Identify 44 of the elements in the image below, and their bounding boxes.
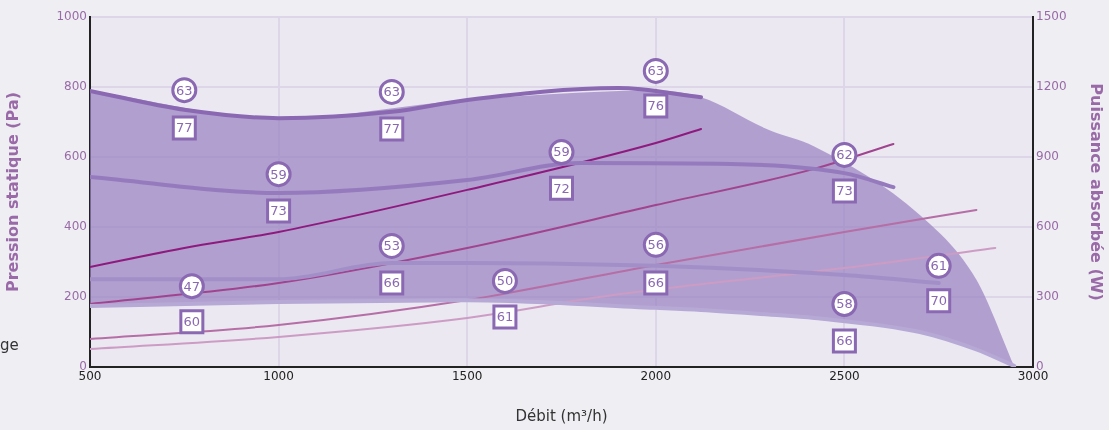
- y2-tick-label: 300: [1036, 289, 1059, 304]
- x-tick-label: 1000: [263, 369, 294, 384]
- text: ge: [0, 336, 19, 354]
- y-tick-label: 1000: [56, 9, 87, 24]
- annotation: 60: [183, 314, 201, 330]
- annotation: 72: [553, 180, 570, 196]
- annotation: 58: [836, 296, 853, 312]
- annotation: 73: [270, 203, 287, 219]
- x-tick-label: 3000: [1017, 369, 1049, 384]
- annotation: 70: [930, 293, 947, 309]
- x-axis-title: Débit (m³/h): [515, 406, 608, 425]
- annotation: 53: [383, 238, 401, 254]
- y2-tick-label: 1500: [1036, 9, 1067, 24]
- annotation: 59: [270, 166, 287, 182]
- annotation: 66: [647, 275, 665, 291]
- annotation: 73: [836, 183, 853, 199]
- x-tick-label: 2500: [829, 369, 860, 384]
- annotation: 77: [176, 120, 193, 136]
- annotation: 63: [383, 84, 401, 100]
- annotation: 66: [383, 275, 401, 291]
- y-tick-label: 800: [64, 79, 87, 94]
- x-tick-label: 1500: [451, 369, 483, 384]
- y2-axis-title: Puissance absorbée (W): [1087, 83, 1107, 301]
- annotation: 63: [647, 63, 665, 79]
- y-tick-label: 200: [64, 289, 87, 304]
- y-tick-label: 400: [64, 219, 87, 234]
- annotation: 56: [647, 237, 665, 253]
- annotation: 63: [176, 82, 193, 98]
- annotation: 50: [496, 273, 514, 289]
- annotation: 66: [836, 333, 853, 349]
- line-series: [90, 86, 704, 121]
- annotation: 77: [383, 121, 401, 137]
- y2-tick-label: 600: [1036, 219, 1059, 234]
- annotation: 59: [553, 144, 570, 160]
- annotation: 61: [496, 309, 514, 325]
- annotation: 61: [930, 258, 947, 274]
- y-axis-title: Pression statique (Pa): [2, 91, 22, 293]
- x-tick-label: 2000: [640, 369, 672, 384]
- annotation: 76: [647, 98, 665, 114]
- y2-tick-label: 900: [1036, 149, 1059, 164]
- y-tick-label: 600: [64, 149, 87, 164]
- y2-tick-label: 1200: [1036, 79, 1067, 94]
- annotation: 47: [183, 278, 201, 294]
- annotation: 62: [836, 147, 853, 163]
